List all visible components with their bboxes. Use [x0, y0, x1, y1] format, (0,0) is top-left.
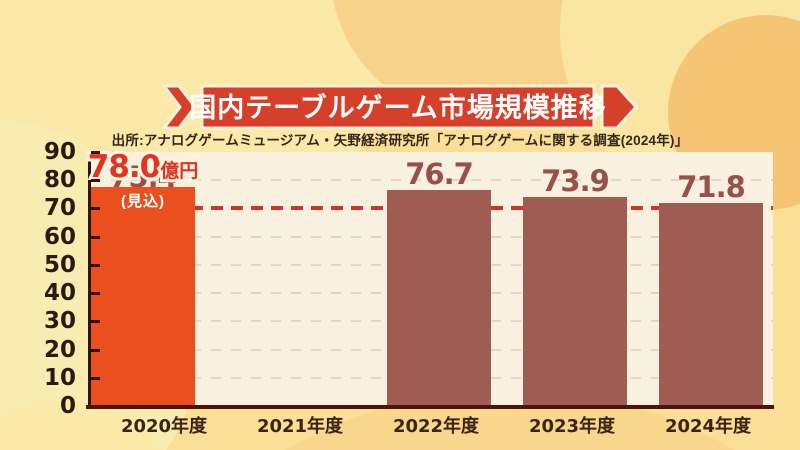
bar-value-label: 71.8	[677, 170, 746, 205]
y-axis-tick	[91, 263, 100, 267]
y-axis-tick-label: 80	[43, 167, 76, 194]
bar-value-label-forecast: 78.0億円	[85, 149, 201, 186]
banner-left-chevron	[162, 84, 197, 130]
x-axis-label-2023: 2023年度	[528, 416, 616, 437]
x-axis-label-2024: 2024年度	[664, 416, 752, 437]
bar-2021	[523, 197, 627, 406]
y-axis-tick	[91, 376, 100, 380]
y-axis-tick-label: 10	[43, 364, 76, 391]
y-axis-tick-label: 70	[43, 195, 76, 222]
x-axis-line	[86, 405, 774, 409]
y-axis-tick-label: 20	[43, 336, 76, 363]
y-axis-labels: 0 10 20 30 40 50 60 70 80 90	[28, 139, 82, 419]
banner-body	[200, 84, 596, 130]
bar-value-label: 73.9	[541, 164, 610, 199]
bar-2020	[387, 189, 491, 406]
y-axis-tick-label: 30	[43, 308, 76, 335]
bar-value-label: 76.7	[405, 156, 474, 191]
bar-group-2021: 73.9	[523, 152, 627, 406]
title-banner: 国内テーブルゲーム市場規模推移	[162, 84, 638, 130]
forecast-unit: 億円	[157, 157, 201, 185]
gridline	[91, 179, 773, 182]
y-axis-tick-label: 0	[59, 393, 76, 419]
forecast-note: (見込)	[121, 193, 165, 210]
bar-group-2024-forecast: 78.0億円 (見込)	[85, 149, 201, 406]
y-axis-tick-label: 40	[43, 280, 76, 307]
bar-group-2022: 71.8	[659, 152, 763, 406]
y-axis-tick	[91, 207, 100, 211]
y-axis-tick	[91, 320, 100, 324]
y-axis-tick	[91, 348, 100, 352]
chart-plot-area: 76.7 73.9 71.8 75.4 78.0億円 (見込)	[85, 149, 773, 406]
y-axis-tick	[91, 151, 100, 154]
bar-2024: (見込)	[91, 187, 195, 406]
bar-group-2020: 76.7	[387, 152, 491, 406]
y-axis-tick-label: 90	[43, 139, 76, 165]
y-axis-tick	[91, 235, 100, 239]
x-axis-label-2020: 2020年度	[120, 416, 208, 437]
x-axis-label-2021: 2021年度	[256, 416, 344, 437]
bar-2022	[659, 203, 763, 406]
source-citation: 出所:アナログゲームミュージアム・矢野経済研究所「アナログゲームに関する調査(2…	[111, 133, 689, 148]
y-axis-tick	[91, 179, 100, 183]
y-axis-tick	[91, 292, 100, 296]
banner-right-arrow	[600, 84, 638, 130]
page-title: 国内テーブルゲーム市場規模推移	[189, 92, 607, 123]
y-axis-tick-label: 50	[43, 251, 76, 278]
x-axis-label-2022: 2022年度	[392, 416, 480, 437]
y-axis-tick-label: 60	[43, 223, 76, 250]
